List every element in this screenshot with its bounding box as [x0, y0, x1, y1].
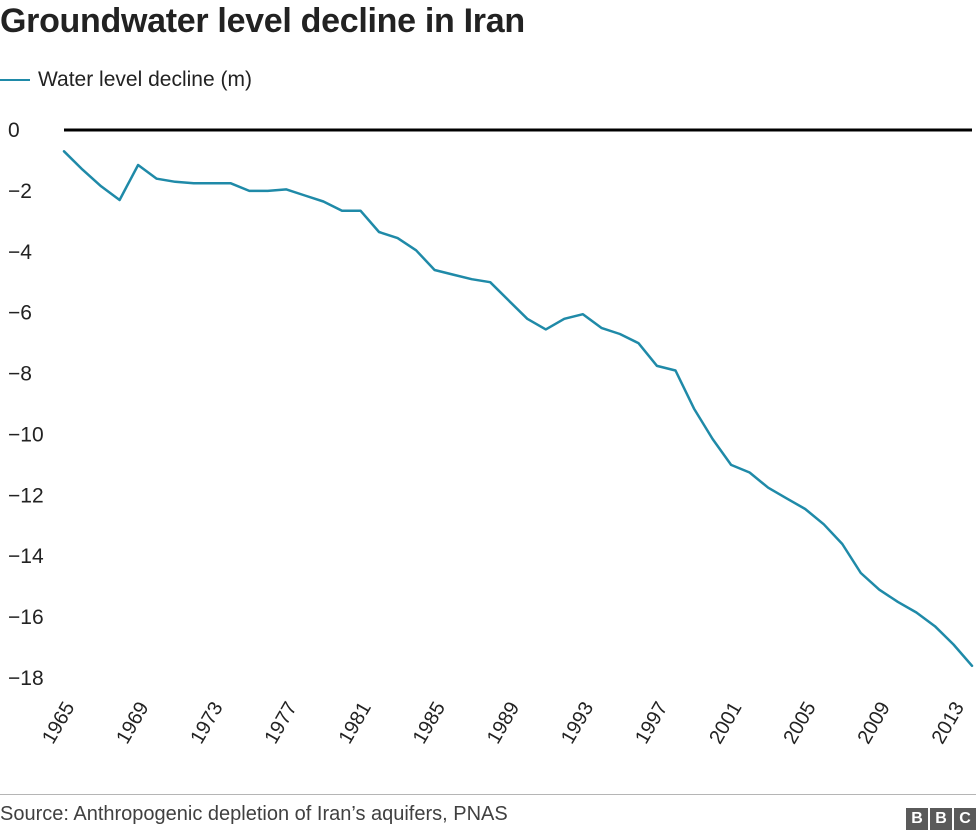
- y-axis: 0 −2 −4 −6 −8 −10 −12 −14 −16 −18: [8, 119, 44, 690]
- y-tick-label: −12: [8, 484, 44, 507]
- y-tick-label: −18: [8, 667, 44, 690]
- y-tick-label: −6: [8, 302, 32, 325]
- chart-title: Groundwater level decline in Iran: [0, 2, 525, 40]
- x-tick-label: 1985: [409, 698, 450, 748]
- x-tick-label: 1969: [112, 698, 153, 748]
- x-tick-label: 2005: [779, 698, 820, 748]
- legend-swatch: [0, 79, 30, 81]
- y-tick-label: −16: [8, 606, 44, 629]
- x-tick-label: 2001: [705, 698, 746, 748]
- y-tick-label: −8: [8, 363, 32, 386]
- logo-letter: B: [906, 808, 928, 830]
- y-tick-label: 0: [8, 119, 20, 142]
- x-tick-label: 2013: [928, 698, 969, 748]
- x-tick-label: 1977: [261, 698, 302, 748]
- y-tick-label: −14: [8, 545, 44, 568]
- x-tick-label: 1989: [483, 698, 524, 748]
- series-group: [62, 150, 974, 668]
- x-tick-label: 1997: [631, 698, 672, 748]
- x-axis: 1965 1969 1973 1977 1981 1985 1989 1993 1997 2001…: [38, 698, 969, 748]
- y-tick-label: −10: [8, 423, 44, 446]
- logo-letter: B: [930, 808, 952, 830]
- x-tick-label: 1981: [335, 698, 376, 748]
- footer-divider: [0, 794, 976, 795]
- x-tick-label: 2009: [853, 698, 894, 748]
- series-line: [62, 150, 974, 668]
- source-note: Source: Anthropogenic depletion of Iran’…: [0, 803, 508, 825]
- line-chart: 0 −2 −4 −6 −8 −10 −12 −14 −16 −18 1965 1969 1973 197…: [8, 119, 974, 748]
- y-tick-label: −4: [8, 241, 32, 264]
- y-tick-label: −2: [8, 180, 32, 203]
- x-tick-label: 1973: [186, 698, 227, 748]
- legend: Water level decline (m): [0, 68, 252, 92]
- x-tick-label: 1993: [557, 698, 598, 748]
- legend-label: Water level decline (m): [38, 68, 252, 91]
- logo-letter: C: [954, 808, 976, 830]
- x-tick-label: 1965: [38, 698, 79, 748]
